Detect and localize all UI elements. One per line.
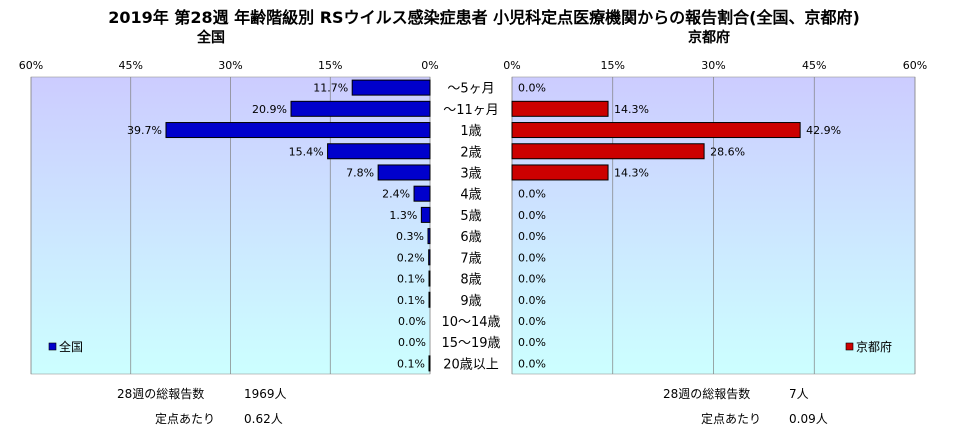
national-data-label: 0.0% — [398, 315, 426, 328]
kyoto-legend-label: 京都府 — [856, 339, 892, 354]
kyoto-legend-swatch — [845, 342, 854, 351]
age-category-label: 20歳以上 — [443, 357, 499, 372]
age-category-label: ～5ヶ月 — [447, 82, 494, 97]
national-tick-label: 30% — [218, 59, 242, 72]
age-category-label: 7歳 — [460, 251, 481, 266]
national-data-label: 20.9% — [252, 103, 287, 116]
national-subtitle: 全国 — [197, 30, 225, 46]
national-bar — [428, 249, 431, 266]
kyoto-subtitle: 京都府 — [688, 30, 730, 46]
kyoto-bar — [511, 100, 609, 117]
kyoto-data-label: 0.0% — [518, 230, 546, 243]
chart-title: 2019年 第28週 年齢階級別 RSウイルス感染症患者 小児科定点医療機関から… — [108, 8, 860, 27]
national-bar — [428, 270, 431, 287]
national-bar — [428, 291, 431, 308]
kyoto-data-label: 0.0% — [518, 273, 546, 286]
kyoto-per-label: 定点あたり — [701, 412, 762, 426]
kyoto-data-label: 0.0% — [518, 336, 546, 349]
national-data-label: 7.8% — [346, 166, 374, 179]
national-data-label: 0.0% — [398, 336, 426, 349]
national-bar — [420, 206, 431, 223]
national-per-value: 0.62人 — [244, 412, 283, 426]
kyoto-data-label: 0.0% — [518, 315, 546, 328]
kyoto-data-label: 0.0% — [518, 294, 546, 307]
age-category-label: 9歳 — [460, 294, 481, 309]
national-tick-label: 45% — [119, 59, 143, 72]
national-data-label: 1.3% — [389, 209, 417, 222]
kyoto-data-label: 14.3% — [614, 103, 649, 116]
national-data-label: 11.7% — [313, 82, 348, 95]
age-category-label: 3歳 — [460, 166, 481, 181]
national-data-label: 39.7% — [127, 124, 162, 137]
national-data-label: 0.2% — [397, 251, 425, 264]
age-category-label: 5歳 — [460, 209, 481, 224]
national-legend-label: 全国 — [59, 339, 83, 354]
age-category-label: 1歳 — [460, 124, 481, 139]
national-bar — [377, 164, 431, 181]
kyoto-tick-label: 0% — [503, 59, 520, 72]
age-category-label: 4歳 — [460, 188, 481, 203]
national-bar — [351, 79, 431, 96]
national-data-label: 0.1% — [397, 294, 425, 307]
age-category-label: ～11ヶ月 — [443, 103, 499, 118]
kyoto-per-value: 0.09人 — [789, 412, 828, 426]
national-data-label: 0.3% — [396, 230, 424, 243]
national-bar — [327, 143, 431, 160]
age-category-label: 8歳 — [460, 273, 481, 288]
kyoto-data-label: 0.0% — [518, 251, 546, 264]
national-bar — [165, 122, 431, 139]
national-data-label: 2.4% — [382, 188, 410, 201]
kyoto-data-label: 0.0% — [518, 188, 546, 201]
national-tick-label: 15% — [318, 59, 342, 72]
national-data-label: 0.1% — [397, 273, 425, 286]
national-bar — [427, 228, 431, 245]
kyoto-data-label: 0.0% — [518, 82, 546, 95]
kyoto-tick-label: 30% — [701, 59, 725, 72]
kyoto-bar — [511, 164, 609, 181]
national-bar — [290, 100, 431, 117]
kyoto-tick-label: 45% — [802, 59, 826, 72]
national-data-label: 15.4% — [289, 145, 324, 158]
kyoto-data-label: 0.0% — [518, 357, 546, 370]
kyoto-data-label: 14.3% — [614, 166, 649, 179]
national-bar — [413, 185, 431, 202]
national-tick-label: 0% — [421, 59, 438, 72]
national-legend-swatch — [48, 342, 57, 351]
national-total-value: 1969人 — [244, 387, 287, 401]
age-category-label: 2歳 — [460, 145, 481, 160]
kyoto-data-label: 0.0% — [518, 209, 546, 222]
kyoto-total-label: 28週の総報告数 — [663, 387, 751, 401]
kyoto-bar — [511, 143, 705, 160]
age-category-label: 15～19歳 — [441, 336, 500, 351]
kyoto-total-value: 7人 — [789, 387, 809, 401]
kyoto-data-label: 28.6% — [710, 145, 745, 158]
national-total-label: 28週の総報告数 — [117, 387, 205, 401]
age-category-label: 6歳 — [460, 230, 481, 245]
national-per-label: 定点あたり — [155, 412, 216, 426]
kyoto-data-label: 42.9% — [806, 124, 841, 137]
national-data-label: 0.1% — [397, 357, 425, 370]
national-tick-label: 60% — [19, 59, 43, 72]
age-category-label: 10～14歳 — [441, 315, 500, 330]
national-bar — [428, 355, 431, 372]
kyoto-tick-label: 60% — [903, 59, 927, 72]
kyoto-tick-label: 15% — [601, 59, 625, 72]
kyoto-bar — [511, 122, 801, 139]
